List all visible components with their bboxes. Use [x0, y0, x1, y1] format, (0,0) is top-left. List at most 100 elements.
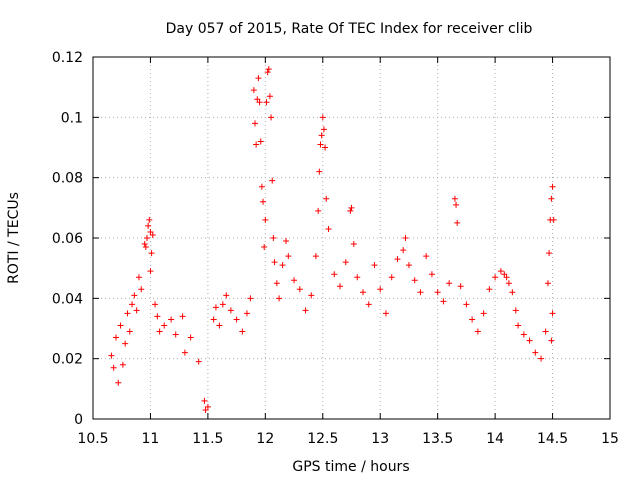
data-point	[264, 69, 271, 76]
data-point	[268, 114, 275, 121]
y-tick-label: 0.02	[52, 352, 83, 368]
data-point	[451, 195, 458, 202]
axis-ticks: 10.5 11 11.5 12 12.5 13 13.5 14 14.5 15 0 0.02 0.04 0…	[52, 50, 619, 447]
data-point	[270, 235, 277, 241]
data-point	[147, 268, 154, 275]
data-point	[411, 277, 418, 284]
data-point	[276, 295, 283, 302]
data-point	[135, 274, 142, 281]
data-point	[124, 310, 131, 317]
data-point	[350, 241, 357, 248]
data-point	[542, 328, 549, 335]
data-point	[501, 271, 508, 278]
data-point	[515, 322, 522, 329]
data-point	[133, 307, 140, 314]
data-point	[260, 198, 267, 205]
data-point	[265, 66, 272, 73]
grid-lines	[93, 57, 610, 419]
data-point	[258, 183, 265, 190]
data-point	[417, 289, 424, 296]
data-point	[400, 247, 407, 254]
data-point	[233, 316, 240, 323]
y-tick-label: 0.06	[52, 231, 83, 247]
data-point	[145, 222, 152, 229]
data-point	[256, 99, 263, 106]
data-point	[216, 322, 223, 329]
data-point	[549, 183, 556, 190]
data-point	[354, 274, 361, 281]
data-point	[371, 262, 378, 269]
data-point	[434, 289, 441, 296]
data-point	[331, 271, 338, 278]
data-point	[463, 301, 470, 308]
data-points	[108, 66, 557, 413]
data-point	[147, 228, 154, 235]
data-point	[325, 225, 332, 232]
data-point	[322, 144, 329, 151]
data-point	[538, 355, 545, 362]
data-point	[210, 316, 217, 323]
data-point	[141, 241, 148, 248]
data-point	[548, 337, 555, 344]
data-point	[204, 403, 211, 410]
data-point	[269, 177, 276, 184]
data-point	[319, 114, 326, 121]
data-point	[359, 289, 366, 296]
data-point	[227, 307, 234, 314]
data-point	[122, 340, 129, 347]
data-point	[179, 313, 186, 320]
x-tick-label: 13.5	[422, 431, 453, 447]
data-point	[316, 168, 323, 175]
data-point	[342, 259, 349, 266]
data-point	[318, 132, 325, 139]
data-point	[263, 99, 270, 106]
data-point	[544, 280, 551, 287]
data-point	[382, 310, 389, 317]
data-point	[152, 301, 159, 308]
data-point	[212, 304, 219, 311]
data-point	[315, 207, 322, 214]
data-point	[271, 259, 278, 266]
data-point	[428, 271, 435, 278]
data-point	[457, 283, 464, 290]
data-point	[161, 322, 168, 329]
plot-frame	[92, 56, 611, 420]
data-point	[308, 292, 315, 299]
data-point	[251, 120, 258, 127]
data-point	[253, 141, 260, 148]
data-point	[261, 244, 268, 251]
x-tick-label: 11	[142, 431, 160, 447]
data-point	[239, 328, 246, 335]
data-point	[512, 307, 519, 314]
data-point	[201, 397, 208, 404]
data-point	[112, 334, 119, 341]
data-point	[149, 231, 156, 238]
data-point	[243, 310, 250, 317]
y-tick-label: 0.1	[61, 110, 83, 126]
data-point	[131, 292, 138, 299]
data-point	[285, 253, 292, 260]
data-point	[279, 262, 286, 269]
x-tick-label: 12	[256, 431, 274, 447]
data-point	[454, 219, 461, 226]
data-point	[423, 253, 430, 260]
data-point	[546, 250, 553, 257]
data-point	[266, 93, 273, 100]
data-point	[446, 280, 453, 287]
data-point	[388, 274, 395, 281]
data-point	[181, 349, 188, 356]
data-point	[250, 87, 257, 94]
x-tick-label: 10.5	[77, 431, 108, 447]
y-axis-label: ROTI / TECUs	[6, 192, 22, 284]
data-point	[223, 292, 230, 299]
data-point	[312, 253, 319, 260]
data-point	[549, 310, 556, 317]
x-tick-label: 11.5	[192, 431, 223, 447]
data-point	[126, 328, 133, 335]
x-axis-label: GPS time / hours	[292, 459, 409, 475]
x-tick-label: 14	[486, 431, 504, 447]
data-point	[119, 361, 126, 368]
data-point	[142, 244, 149, 251]
data-point	[195, 358, 202, 365]
data-point	[377, 286, 384, 293]
